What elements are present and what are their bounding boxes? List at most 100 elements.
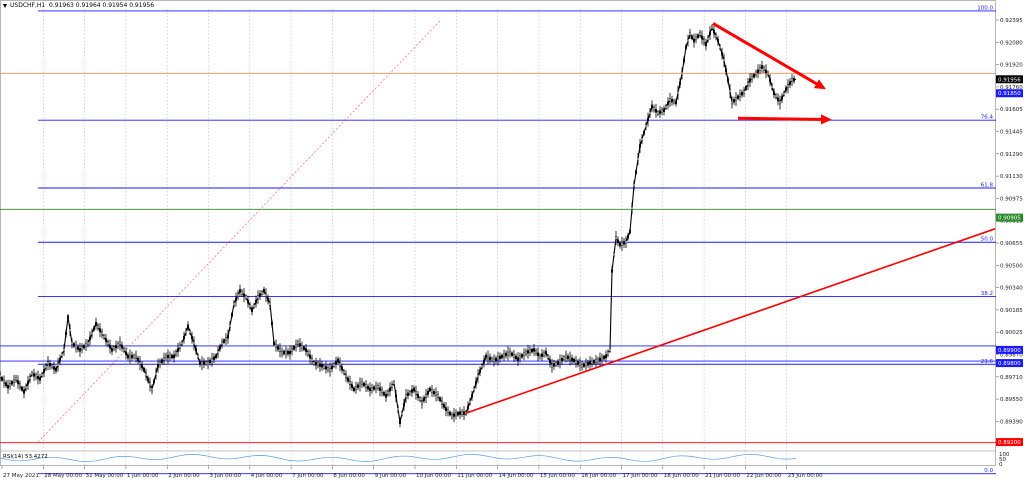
candle-body — [691, 35, 693, 39]
candle-body — [25, 385, 27, 390]
candle-body — [137, 358, 139, 362]
candle-body — [695, 36, 697, 41]
candle-body — [89, 336, 91, 341]
price-series — [0, 24, 797, 428]
candle-body — [567, 355, 569, 360]
support-trendline[interactable] — [465, 228, 996, 414]
candle-body — [529, 349, 531, 353]
candle-body — [189, 330, 191, 334]
candle-body — [487, 355, 489, 360]
candle-body — [445, 407, 447, 411]
candle-body — [661, 109, 663, 113]
trend-annotations[interactable] — [465, 22, 996, 414]
candle-body — [129, 354, 131, 359]
candle-body — [781, 96, 783, 100]
candle-body — [73, 343, 75, 347]
candle-body — [597, 358, 599, 363]
candle-body — [767, 71, 769, 76]
candle-body — [53, 366, 55, 370]
candle-body — [433, 390, 435, 395]
candle-body — [371, 387, 373, 391]
candle-body — [701, 35, 703, 40]
candle-body — [69, 328, 71, 332]
trend-arrow-head[interactable] — [813, 79, 826, 90]
candle-body — [237, 293, 239, 297]
trend-arrow-shaft[interactable] — [712, 22, 821, 88]
candle-body — [457, 412, 459, 416]
candle-body — [111, 348, 113, 352]
candle-body — [303, 346, 305, 350]
candle-body — [525, 350, 527, 355]
price-box — [996, 438, 1023, 447]
candle-body — [65, 331, 67, 336]
candle-body — [745, 86, 747, 90]
candle-body — [139, 361, 141, 365]
candle-body — [327, 366, 329, 371]
candle-body — [713, 30, 715, 34]
rsi-axis-label: 100 — [999, 452, 1010, 458]
candle-body — [411, 389, 413, 393]
candle-body — [217, 350, 219, 354]
candle-body — [397, 407, 399, 411]
candle-body — [715, 34, 717, 38]
candle-body — [649, 111, 651, 115]
candle-body — [363, 382, 365, 387]
candle-body — [731, 100, 733, 105]
y-tick-label: 0.90340 — [1000, 286, 1023, 292]
candle-body — [359, 382, 361, 387]
fib-level-label: 23.6 — [981, 359, 994, 365]
candle-body — [195, 348, 197, 352]
candle-body — [619, 242, 621, 247]
candle-body — [227, 335, 229, 339]
candle-body — [441, 400, 443, 405]
chart-frame — [0, 0, 996, 466]
y-tick-label: 0.91290 — [1000, 152, 1023, 158]
candle-body — [539, 354, 541, 359]
price-box — [996, 89, 1023, 98]
trend-arrow-head[interactable] — [820, 114, 832, 125]
candle-body — [3, 379, 5, 384]
candle-body — [91, 331, 93, 336]
candle-body — [641, 137, 643, 142]
candle-body — [603, 355, 605, 360]
trend-arrow-shaft[interactable] — [737, 116, 827, 121]
fib-diagonal-line — [37, 20, 441, 443]
candle-body — [615, 236, 617, 240]
candle-body — [759, 67, 761, 71]
candle-body — [793, 77, 795, 82]
candle-body — [705, 42, 707, 47]
candle-body — [467, 405, 469, 410]
candle-body — [553, 363, 555, 367]
candle-body — [721, 52, 723, 56]
candle-body — [33, 373, 35, 377]
x-tick-label: 31 May 00:00 — [86, 473, 124, 479]
candle-body — [259, 293, 261, 297]
candle-body — [513, 354, 515, 358]
candle-body — [569, 356, 571, 361]
candle-body — [653, 106, 655, 111]
candle-body — [191, 335, 193, 340]
candle-body — [101, 331, 103, 336]
candle-body — [297, 341, 299, 346]
candle-body — [131, 354, 133, 359]
candle-body — [365, 384, 367, 388]
dropdown-triangle-icon[interactable] — [3, 3, 7, 8]
candle-body — [161, 359, 163, 363]
candle-body — [621, 242, 623, 246]
candle-body — [693, 38, 695, 43]
candle-body — [315, 362, 317, 366]
candle-body — [355, 386, 357, 390]
price-box — [996, 359, 1023, 368]
candle-body — [41, 373, 43, 377]
candle-body — [147, 377, 149, 382]
candle-body — [477, 374, 479, 378]
candle-body — [229, 324, 231, 328]
candle-body — [419, 397, 421, 401]
candle-body — [473, 387, 475, 392]
candle-body — [407, 392, 409, 397]
candle-body — [135, 354, 137, 359]
candle-body — [165, 354, 167, 359]
candle-body — [531, 348, 533, 353]
